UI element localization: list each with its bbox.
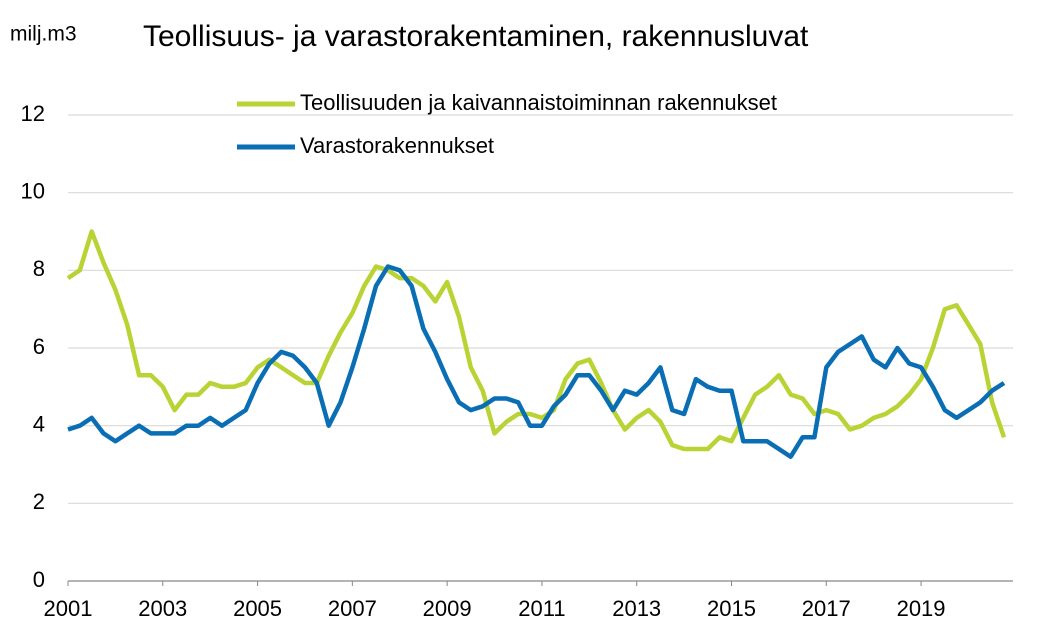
y-tick-label: 8 xyxy=(33,256,45,281)
y-axis-label: milj.m3 xyxy=(10,23,77,46)
x-tick-label: 2017 xyxy=(802,596,851,621)
chart-title: Teollisuus- ja varastorakentaminen, rake… xyxy=(143,20,809,53)
y-tick-label: 10 xyxy=(21,178,45,203)
y-tick-label: 0 xyxy=(33,567,45,592)
y-tick-label: 6 xyxy=(33,334,45,359)
x-tick-label: 2007 xyxy=(328,596,377,621)
x-tick-label: 2005 xyxy=(233,596,282,621)
x-tick-label: 2013 xyxy=(612,596,661,621)
x-tick-label: 2019 xyxy=(897,596,946,621)
y-tick-label: 2 xyxy=(33,489,45,514)
y-tick-label: 12 xyxy=(21,101,45,126)
y-tick-label: 4 xyxy=(33,411,45,436)
x-tick-label: 2009 xyxy=(423,596,472,621)
legend-label: Teollisuuden ja kaivannaistoiminnan rake… xyxy=(300,90,777,115)
series-line xyxy=(67,264,1006,459)
x-tick-label: 2015 xyxy=(707,596,756,621)
x-tick-label: 2011 xyxy=(518,596,565,621)
x-tick-label: 2001 xyxy=(44,596,93,621)
legend-label: Varastorakennukset xyxy=(300,133,494,158)
x-tick-label: 2003 xyxy=(138,596,187,621)
series-line xyxy=(66,229,1007,452)
